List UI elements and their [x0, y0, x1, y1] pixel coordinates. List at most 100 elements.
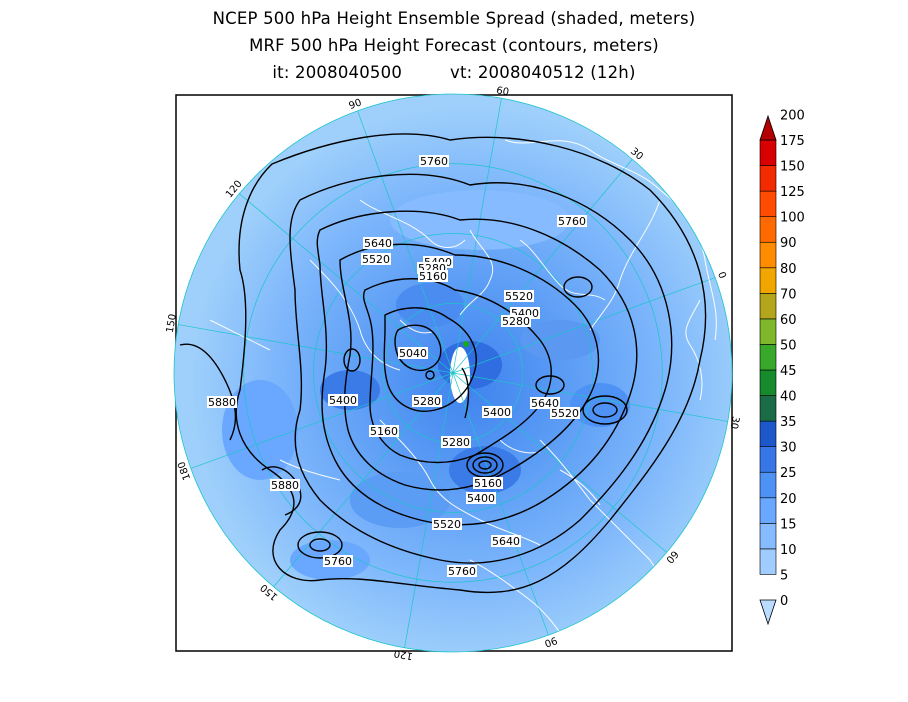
colorbar-swatch: [759, 446, 777, 473]
contour-low-ring: [478, 460, 492, 470]
contour-5760: [235, 133, 707, 594]
meridian-line: [452, 372, 549, 636]
meridian-line: [452, 277, 716, 374]
colorbar-label: 80: [780, 262, 797, 277]
contour-label: 5520: [551, 407, 579, 420]
spread-patch: [520, 320, 600, 360]
contour-label-box: [361, 253, 391, 265]
contour-label-box: [432, 518, 462, 530]
colorbar-swatch: [759, 420, 777, 447]
colorbar-label: 25: [780, 466, 797, 481]
meridian-line: [452, 372, 728, 422]
coastline: [469, 559, 566, 641]
colorbar-label: 15: [780, 517, 797, 532]
contour-5520: [316, 210, 638, 526]
contour-label: 5400: [467, 492, 495, 505]
meridian-line: [273, 372, 454, 587]
colorbar-label: 175: [780, 134, 805, 149]
colorbar-label: 150: [780, 160, 805, 175]
contour-5160: [383, 307, 477, 412]
contour-label-box: [491, 535, 521, 547]
contour-5040: [394, 324, 442, 372]
latitude-circle: [243, 163, 663, 583]
contour-label-box: [207, 396, 237, 408]
longitude-label: 60: [495, 85, 509, 98]
coastline: [379, 419, 541, 546]
map-boundary: [173, 93, 733, 653]
colorbar-high-triangle: [759, 114, 777, 141]
contour-label: 5280: [413, 395, 441, 408]
contour-5640: [289, 173, 673, 564]
contour-label-box: [270, 479, 300, 491]
contour-label: 5760: [558, 215, 586, 228]
colorbar-swatch: [759, 267, 777, 294]
colorbar-label: 70: [780, 287, 797, 302]
longitude-label: 120: [393, 647, 414, 661]
meridian-line: [178, 324, 454, 374]
colorbar-swatch: [759, 548, 777, 575]
spread-patch: [222, 380, 298, 480]
coastline: [589, 199, 661, 331]
meridian-line: [452, 159, 633, 374]
colorbar-swatch: [759, 165, 777, 192]
coastline: [685, 299, 703, 401]
contour-ring: [535, 375, 565, 395]
colorbar-label: 60: [780, 313, 797, 328]
meridian-line: [190, 372, 454, 469]
colorbar-swatch: [759, 190, 777, 217]
title-line-2: MRF 500 hPa Height Forecast (contours, m…: [249, 36, 659, 55]
colorbar-label: 20: [780, 492, 797, 507]
coastline: [279, 459, 341, 481]
meridian-line: [404, 372, 454, 648]
colorbar-label: 10: [780, 543, 797, 558]
colorbar-swatch: [759, 395, 777, 422]
colorbar-label: 50: [780, 338, 797, 353]
contour-label: 5640: [364, 237, 392, 250]
contour-ring: [297, 531, 343, 559]
colorbar-swatch: [759, 497, 777, 524]
contour-5400: [339, 243, 600, 491]
contour-ring: [309, 538, 331, 552]
coastline: [399, 319, 433, 334]
contour-label-box: [418, 270, 448, 282]
height-contours: [179, 133, 707, 594]
contour-label-box: [530, 397, 560, 409]
contour-label: 5640: [531, 397, 559, 410]
coastline: [519, 239, 606, 301]
contour-label: 5280: [502, 315, 530, 328]
meridian-line: [452, 372, 667, 553]
contour-label: 5400: [483, 406, 511, 419]
contour-5880: [179, 343, 237, 441]
contour-label-box: [557, 215, 587, 227]
title-line-3: it: 2008040500 vt: 2008040512 (12h): [0, 63, 908, 82]
colorbar-swatch: [759, 369, 777, 396]
contour-label-box: [441, 436, 471, 448]
colorbar-swatch: [759, 344, 777, 371]
contour-label: 5760: [324, 555, 352, 568]
contour-label-box: [412, 395, 442, 407]
colorbar-swatch: [759, 471, 777, 499]
colorbar-swatch: [759, 241, 777, 269]
meridian-line: [357, 110, 454, 374]
contour-label-box: [501, 315, 531, 327]
colorbar-label: 40: [780, 390, 797, 405]
contour-high-ring: [582, 395, 628, 425]
colorbar-label: 0: [780, 594, 788, 609]
longitude-label: 150: [165, 313, 179, 334]
contour-label-box: [504, 290, 534, 302]
colorbar-swatch: [759, 139, 777, 166]
contour-label: 5160: [419, 270, 447, 283]
contour-label: 5040: [399, 347, 427, 360]
contour-low-ring: [472, 456, 498, 474]
longitude-label: 90: [543, 634, 559, 649]
contour-label-box: [369, 425, 399, 437]
colorbar-label: 45: [780, 364, 797, 379]
latitude-circle: [313, 233, 593, 513]
contour-label: 5880: [271, 479, 299, 492]
coastline: [359, 199, 466, 248]
contour-ring: [425, 370, 435, 380]
contour-label: 5160: [474, 477, 502, 490]
lat-lon-grid: [178, 98, 728, 648]
colorbar-swatch: [759, 216, 777, 243]
